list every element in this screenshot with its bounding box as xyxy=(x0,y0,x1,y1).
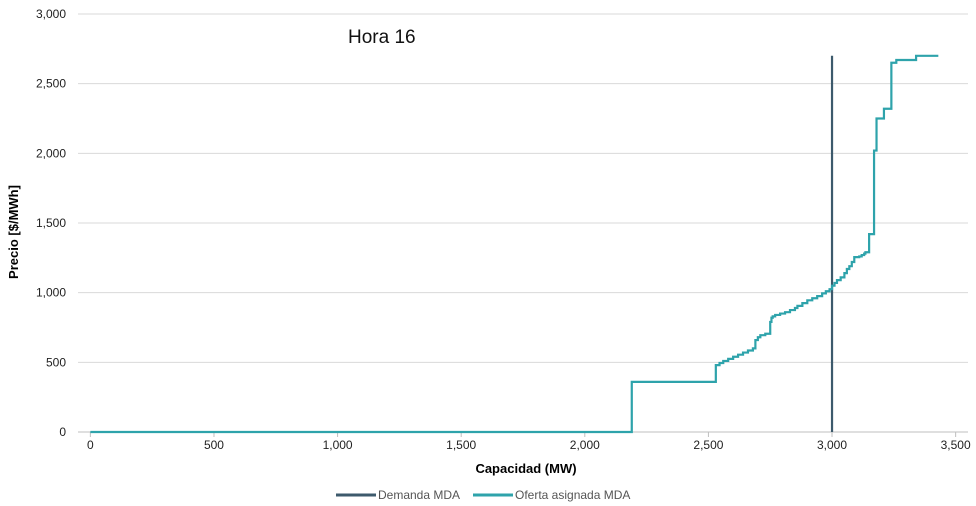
gridlines xyxy=(78,13,968,437)
y-tick-label-0: 0 xyxy=(59,425,66,439)
x-tick-label-0: 0 xyxy=(87,438,94,452)
y-tick-label-4: 2,000 xyxy=(36,146,66,160)
series-line-oferta xyxy=(90,54,939,434)
x-tick-label-6: 3,000 xyxy=(817,438,847,452)
x-tick-label-1: 500 xyxy=(204,438,224,452)
y-tick-label-6: 3,000 xyxy=(36,7,66,21)
legend: Demanda MDA Oferta asignada MDA xyxy=(336,488,630,502)
x-axis-title: Capacidad (MW) xyxy=(475,461,576,476)
x-tick-label-5: 2,500 xyxy=(693,438,723,452)
y-axis-title: Precio [$/MWh] xyxy=(6,185,21,279)
y-tick-label-5: 2,500 xyxy=(36,77,66,91)
y-tick-label-1: 500 xyxy=(46,355,66,369)
y-tick-label-2: 1,000 xyxy=(36,286,66,300)
legend-label-demanda: Demanda MDA xyxy=(378,488,460,502)
x-tick-labels: 0 500 1,000 1,500 2,000 2,500 3,000 3,500 xyxy=(87,438,971,452)
series-lines xyxy=(90,54,939,434)
y-tick-labels: 0 500 1,000 1,500 2,000 2,500 3,000 xyxy=(36,7,66,439)
x-tick-label-2: 1,000 xyxy=(323,438,353,452)
x-tick-label-3: 1,500 xyxy=(446,438,476,452)
x-tick-label-4: 2,000 xyxy=(570,438,600,452)
x-tick-label-7: 3,500 xyxy=(941,438,971,452)
chart-title: Hora 16 xyxy=(348,27,416,48)
y-tick-label-3: 1,500 xyxy=(36,216,66,230)
legend-label-oferta: Oferta asignada MDA xyxy=(515,488,630,502)
